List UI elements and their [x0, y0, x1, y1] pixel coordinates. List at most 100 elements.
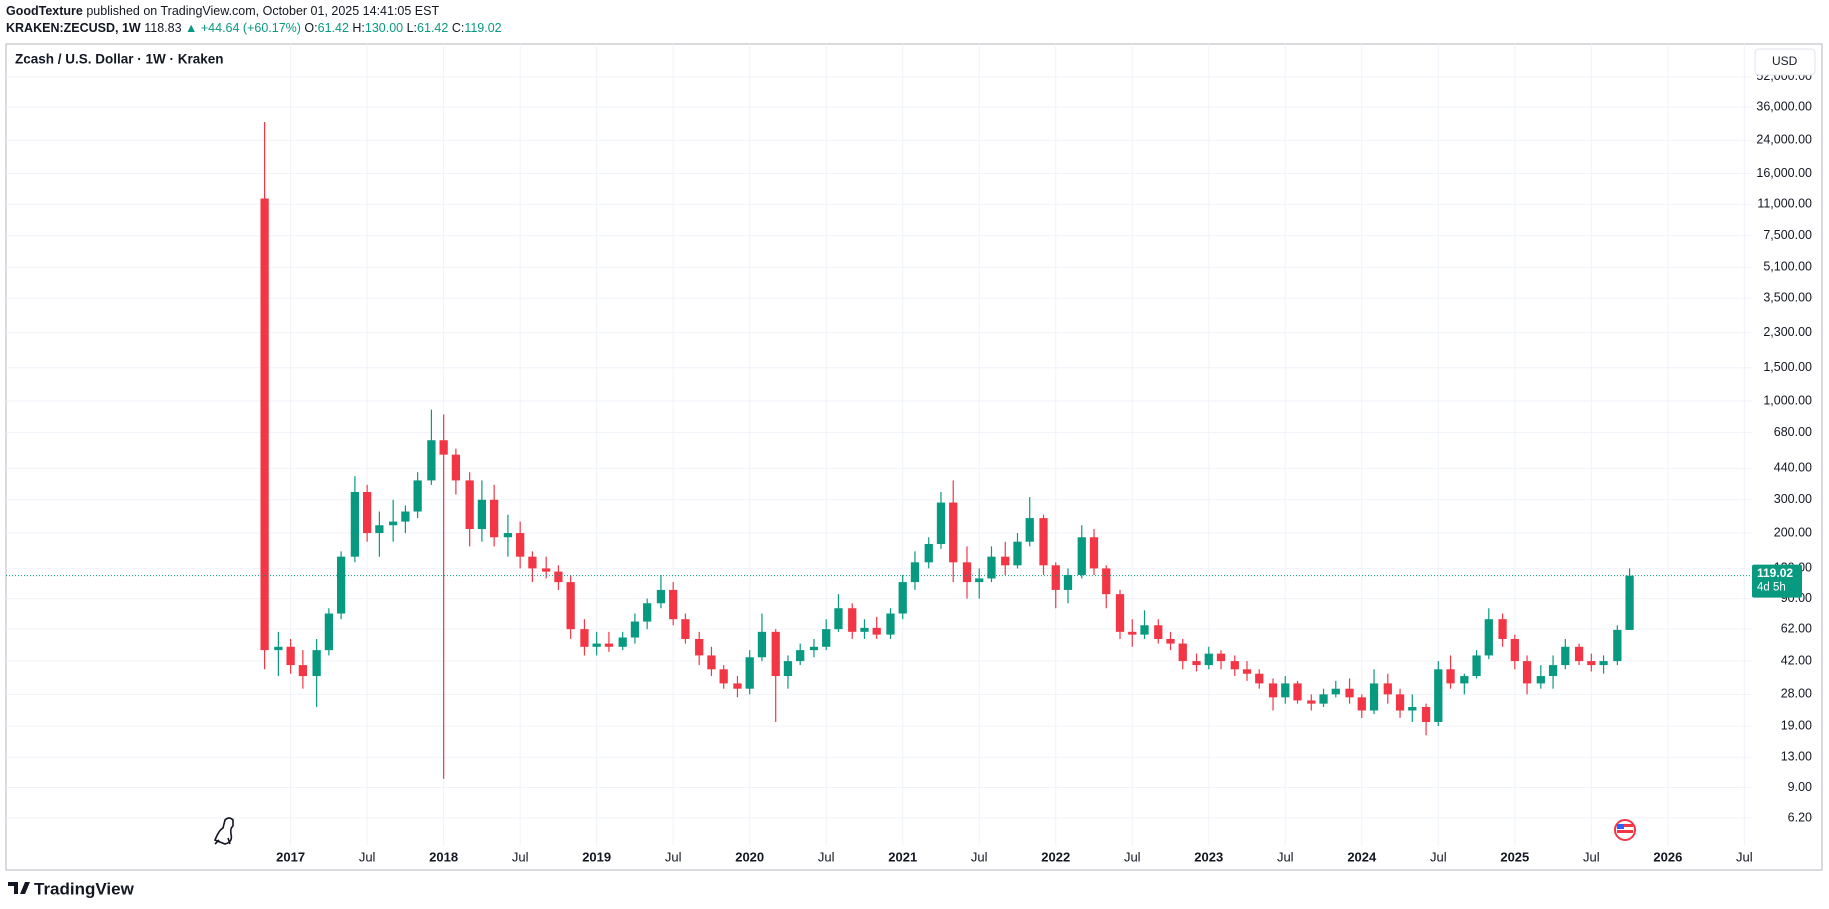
candle-body — [1408, 707, 1417, 711]
candle-body — [1204, 653, 1213, 666]
currency-button[interactable] — [1754, 48, 1816, 76]
y-tick-label: 300.00 — [1774, 492, 1812, 506]
candle-body — [1025, 518, 1034, 542]
candle-body — [707, 655, 716, 670]
countdown: 4d 5h — [1757, 582, 1786, 594]
h: 130.00 — [364, 21, 404, 35]
candle-body — [630, 621, 640, 638]
last: 118.83 — [144, 21, 182, 35]
candle-body — [451, 454, 461, 481]
y-tick-label: 6.20 — [1788, 810, 1812, 824]
y-tick-label: 680.00 — [1774, 425, 1812, 439]
candle-body — [1128, 631, 1137, 635]
y-tick-label: 440.00 — [1774, 461, 1812, 475]
candle-body — [336, 556, 346, 614]
candle-body — [1281, 683, 1290, 698]
y-tick-label: 2,300.00 — [1763, 325, 1812, 339]
candle-body — [848, 608, 857, 632]
x-tick-label: 2025 — [1500, 849, 1529, 864]
candle-body — [1460, 676, 1469, 684]
x-tick-label: 2024 — [1347, 849, 1377, 864]
candle-body — [1331, 688, 1340, 695]
candle-body — [1089, 537, 1099, 569]
candle-body — [1548, 665, 1558, 677]
candle-body — [1484, 619, 1493, 656]
candle-body — [949, 502, 958, 563]
y-tick-label: 7,500.00 — [1763, 228, 1812, 242]
candle-body — [783, 661, 793, 677]
candle-body — [1510, 638, 1519, 662]
candle-body — [1434, 669, 1443, 722]
candle-body — [312, 650, 321, 677]
candle-body — [363, 491, 372, 534]
candle-body — [1268, 683, 1278, 698]
l: 61.42 — [417, 21, 449, 35]
x-tick-label: Jul — [1583, 849, 1600, 864]
candle-body — [389, 521, 398, 526]
y-tick-label: 36,000.00 — [1756, 99, 1812, 113]
published: published on TradingView.com, October 01… — [86, 4, 440, 18]
symbol: KRAKEN:ZECUSD, 1W — [6, 21, 141, 35]
chart-title: Zcash / U.S. Dollar · 1W · Kraken — [15, 52, 224, 67]
candle-body — [401, 511, 410, 522]
y-tick-label: 5,100.00 — [1763, 260, 1812, 274]
y-tick-label: 42.00 — [1781, 653, 1812, 667]
x-tick-label: 2026 — [1653, 849, 1682, 864]
candle-body — [656, 589, 666, 604]
candle-body — [1001, 556, 1010, 566]
candle-body — [554, 571, 563, 583]
candle-body — [872, 627, 881, 635]
x-tick-label: Jul — [512, 849, 529, 864]
candle-body — [643, 603, 652, 622]
candle-body — [1522, 661, 1532, 684]
y-tick-label: 28.00 — [1781, 687, 1812, 701]
candle-body — [1115, 594, 1125, 632]
candle-body — [757, 631, 767, 658]
candle-body — [413, 480, 422, 512]
l-label: L: — [406, 21, 418, 35]
candle-body — [834, 608, 843, 630]
candle-body — [1102, 568, 1111, 595]
candle-body — [1013, 541, 1022, 566]
flag-canton — [1617, 824, 1624, 829]
dino-icon — [213, 817, 234, 845]
candle-body — [542, 568, 551, 572]
candle-body — [745, 657, 754, 689]
currency[interactable]: USD — [1772, 54, 1798, 68]
candle-body — [439, 440, 448, 455]
x-tick-label: Jul — [971, 849, 988, 864]
y-tick-label: 24,000.00 — [1756, 133, 1812, 147]
candle-body — [719, 669, 728, 684]
candle-body — [477, 499, 487, 530]
candle-body — [1536, 676, 1545, 684]
candle-body — [1369, 683, 1379, 711]
candle-body — [771, 631, 780, 677]
last-price-label: 119.02 — [1757, 566, 1793, 580]
y-tick-label: 1,500.00 — [1763, 360, 1812, 374]
candle-body — [1574, 646, 1584, 662]
candle-body — [1446, 669, 1455, 684]
candle-body — [1178, 643, 1187, 662]
y-tick-label: 9.00 — [1788, 780, 1812, 794]
candle-body — [796, 650, 805, 662]
candle-body — [1039, 518, 1048, 566]
brand: TradingView — [34, 879, 135, 898]
candle-body — [1599, 661, 1608, 666]
x-tick-label: 2019 — [582, 849, 611, 864]
x-tick-label: Jul — [1736, 849, 1753, 864]
candle-body — [490, 499, 499, 538]
publish-line: GoodTexture published on TradingView.com… — [6, 4, 439, 18]
candle-body — [1357, 697, 1366, 711]
candle-body — [604, 643, 614, 647]
candles — [6, 121, 1752, 779]
c: 119.02 — [464, 21, 502, 35]
x-tick-label: 2020 — [735, 849, 764, 864]
candle-body — [1051, 565, 1060, 590]
candle-body — [924, 544, 933, 563]
candle-body — [1154, 625, 1163, 639]
candle-body — [1063, 574, 1073, 590]
candle-body — [375, 525, 384, 534]
candle-body — [1561, 646, 1570, 666]
candle-body — [503, 533, 513, 538]
flag-stripe — [1617, 824, 1633, 827]
